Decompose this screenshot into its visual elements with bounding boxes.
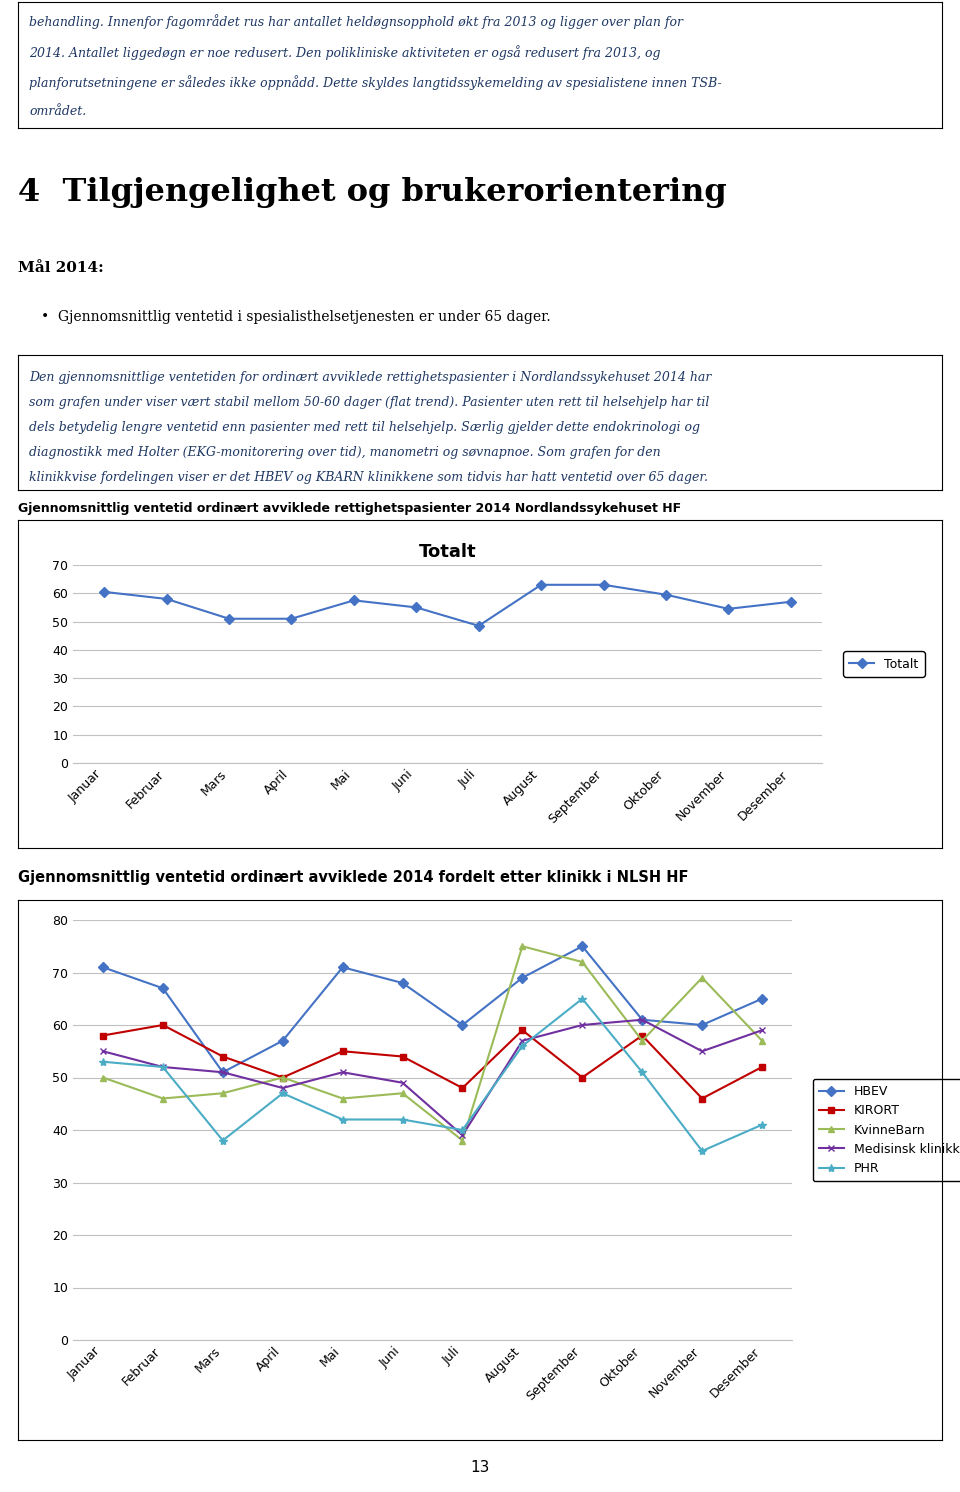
KvinneBarn xyxy=(636,1032,648,1050)
Totalt xyxy=(536,576,547,594)
Text: 4  Tilgjengelighet og brukerorientering: 4 Tilgjengelighet og brukerorientering xyxy=(18,176,727,207)
PHR xyxy=(396,1110,408,1128)
KvinneBarn xyxy=(157,1089,169,1107)
Line: KIRORT: KIRORT xyxy=(100,1022,765,1103)
KIRORT xyxy=(337,1043,348,1061)
KIRORT xyxy=(396,1047,408,1065)
KIRORT xyxy=(696,1089,708,1107)
Medisinsk klinikk xyxy=(97,1043,108,1061)
Medisinsk klinikk xyxy=(516,1032,528,1050)
Totalt xyxy=(598,576,610,594)
Totalt xyxy=(785,592,797,610)
Medisinsk klinikk xyxy=(577,1016,588,1034)
HBEV xyxy=(577,937,588,955)
KIRORT xyxy=(157,1016,169,1034)
Totalt xyxy=(660,586,672,604)
HBEV xyxy=(157,979,169,997)
KIRORT xyxy=(217,1047,228,1065)
Text: diagnostikk med Holter (EKG-monitorering over tid), manometri og søvnapnoe. Som : diagnostikk med Holter (EKG-monitorering… xyxy=(29,446,660,460)
Title: Totalt: Totalt xyxy=(419,543,476,561)
KIRORT xyxy=(636,1026,648,1044)
Totalt xyxy=(411,598,422,616)
KvinneBarn xyxy=(337,1089,348,1107)
HBEV xyxy=(636,1010,648,1028)
Medisinsk klinikk xyxy=(337,1064,348,1082)
PHR xyxy=(577,989,588,1007)
PHR xyxy=(457,1120,468,1138)
Line: Totalt: Totalt xyxy=(101,582,794,630)
KvinneBarn xyxy=(217,1085,228,1103)
Line: Medisinsk klinikk: Medisinsk klinikk xyxy=(100,1016,765,1138)
KvinneBarn xyxy=(396,1085,408,1103)
HBEV xyxy=(217,1064,228,1082)
Totalt xyxy=(99,583,110,601)
PHR xyxy=(97,1053,108,1071)
Text: klinikkvise fordelingen viser er det HBEV og KBARN klinikkene som tidvis har hat: klinikkvise fordelingen viser er det HBE… xyxy=(29,471,708,483)
Medisinsk klinikk xyxy=(457,1126,468,1144)
PHR xyxy=(516,1037,528,1055)
PHR xyxy=(157,1058,169,1076)
Text: 2014. Antallet liggedøgn er noe redusert. Den polikliniske aktiviteten er også r: 2014. Antallet liggedøgn er noe redusert… xyxy=(29,45,660,60)
KvinneBarn xyxy=(457,1131,468,1149)
PHR xyxy=(337,1110,348,1128)
HBEV xyxy=(276,1032,288,1050)
KIRORT xyxy=(276,1068,288,1086)
KIRORT xyxy=(97,1026,108,1044)
KIRORT xyxy=(516,1022,528,1040)
Totalt xyxy=(161,589,173,607)
KvinneBarn xyxy=(276,1068,288,1086)
Medisinsk klinikk xyxy=(217,1064,228,1082)
PHR xyxy=(276,1085,288,1103)
HBEV xyxy=(516,968,528,986)
HBEV xyxy=(756,989,768,1007)
PHR xyxy=(696,1141,708,1159)
KvinneBarn xyxy=(516,937,528,955)
KvinneBarn xyxy=(577,953,588,971)
Line: HBEV: HBEV xyxy=(100,943,765,1076)
HBEV xyxy=(457,1016,468,1034)
KvinneBarn xyxy=(756,1032,768,1050)
HBEV xyxy=(97,958,108,976)
Line: KvinneBarn: KvinneBarn xyxy=(100,943,765,1144)
Totalt xyxy=(723,600,734,618)
Medisinsk klinikk xyxy=(157,1058,169,1076)
Text: Den gjennomsnittlige ventetiden for ordinært avviklede rettighetspasienter i Nor: Den gjennomsnittlige ventetiden for ordi… xyxy=(29,372,711,385)
Medisinsk klinikk xyxy=(696,1043,708,1061)
KIRORT xyxy=(577,1068,588,1086)
Legend: Totalt: Totalt xyxy=(843,651,925,677)
Text: 13: 13 xyxy=(470,1459,490,1474)
KIRORT xyxy=(756,1058,768,1076)
Text: dels betydelig lengre ventetid enn pasienter med rett til helsehjelp. Særlig gje: dels betydelig lengre ventetid enn pasie… xyxy=(29,421,700,434)
Legend: HBEV, KIRORT, KvinneBarn, Medisinsk klinikk, PHR: HBEV, KIRORT, KvinneBarn, Medisinsk klin… xyxy=(812,1079,960,1182)
Text: området.: området. xyxy=(29,106,86,118)
Text: som grafen under viser vært stabil mellom 50-60 dager (flat trend). Pasienter ut: som grafen under viser vært stabil mello… xyxy=(29,397,709,409)
Line: PHR: PHR xyxy=(99,995,766,1155)
Text: Mål 2014:: Mål 2014: xyxy=(18,261,104,275)
Text: Gjennomsnittlig ventetid ordinært avviklede rettighetspasienter 2014 Nordlandssy: Gjennomsnittlig ventetid ordinært avvikl… xyxy=(18,501,682,515)
PHR xyxy=(756,1116,768,1134)
Medisinsk klinikk xyxy=(276,1079,288,1097)
Text: planforutsetningene er således ikke oppnådd. Dette skyldes langtidssykemelding a: planforutsetningene er således ikke oppn… xyxy=(29,75,722,90)
KvinneBarn xyxy=(97,1068,108,1086)
HBEV xyxy=(396,974,408,992)
Text: behandling. Innenfor fagområdet rus har antallet heldøgnsopphold økt fra 2013 og: behandling. Innenfor fagområdet rus har … xyxy=(29,15,684,30)
Text: Gjennomsnittlig ventetid ordinært avviklede 2014 fordelt etter klinikk i NLSH HF: Gjennomsnittlig ventetid ordinært avvikl… xyxy=(18,870,688,885)
Text: •  Gjennomsnittlig ventetid i spesialisthelsetjenesten er under 65 dager.: • Gjennomsnittlig ventetid i spesialisth… xyxy=(41,310,551,324)
PHR xyxy=(636,1064,648,1082)
KIRORT xyxy=(457,1079,468,1097)
Totalt xyxy=(286,610,298,628)
Totalt xyxy=(224,610,235,628)
KvinneBarn xyxy=(696,968,708,986)
Medisinsk klinikk xyxy=(396,1074,408,1092)
Medisinsk klinikk xyxy=(756,1022,768,1040)
PHR xyxy=(217,1131,228,1149)
Totalt xyxy=(348,591,360,609)
Medisinsk klinikk xyxy=(636,1010,648,1028)
Totalt xyxy=(473,616,485,634)
HBEV xyxy=(337,958,348,976)
HBEV xyxy=(696,1016,708,1034)
